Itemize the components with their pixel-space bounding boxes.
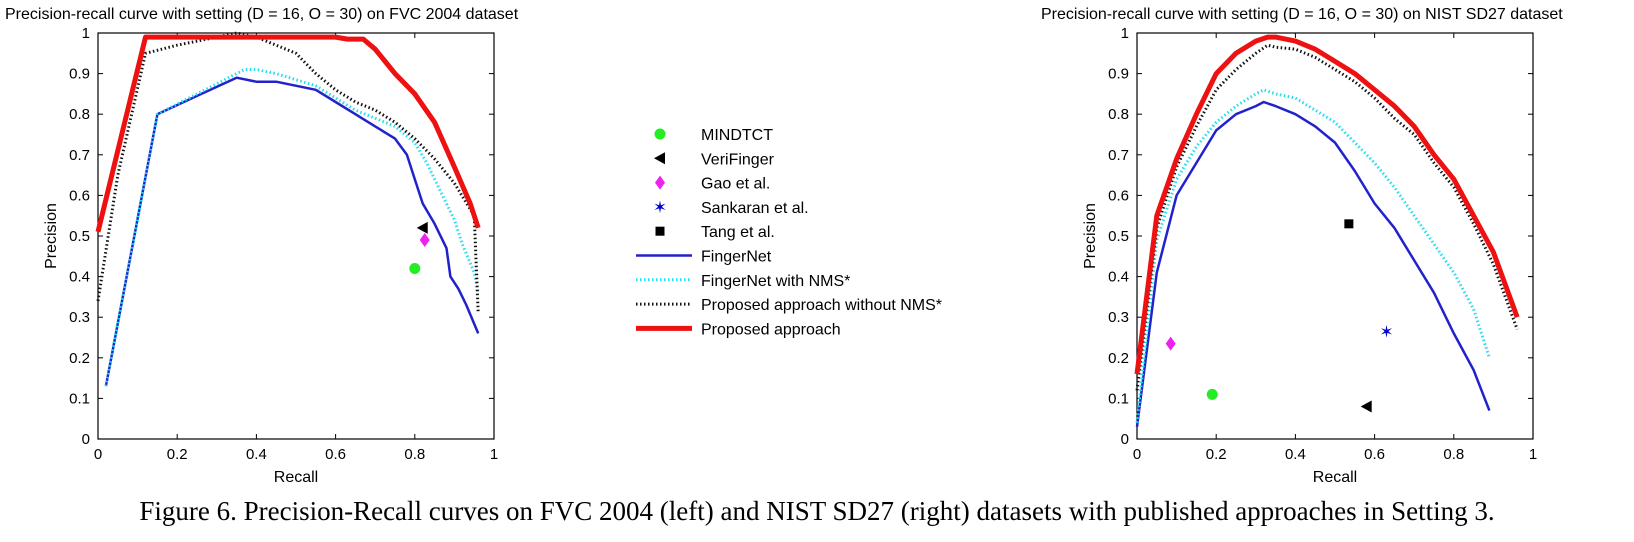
x-axis-label: Recall [274,469,318,486]
y-tick-label: 0.6 [69,187,90,204]
marker-verifinger [1360,400,1372,413]
x-ticks: 0 0.2 0.4 0.6 0.8 1 [1133,33,1537,463]
y-tick-label: 0.1 [69,390,90,407]
legend-item-proposed-approach-without-nms: Proposed approach without NMS* [636,297,942,314]
y-axis-label: Precision [43,203,60,269]
y-tick-label: 0.6 [1108,187,1129,204]
legend-label: FingerNet with NMS* [701,273,850,290]
legend-item-tang-et-al: Tang et al. [655,224,775,241]
y-ticks: 0 0.1 0.2 0.3 0.4 0.5 0.6 0.7 0.8 0.9 1 [69,25,494,448]
y-tick-label: 0.7 [69,147,90,164]
legend-label: Proposed approach [701,321,841,338]
y-tick-label: 1 [82,25,90,42]
x-tick-label: 0.8 [404,446,425,463]
y-ticks: 0 0.1 0.2 0.3 0.4 0.5 0.6 0.7 0.8 0.9 1 [1108,25,1533,448]
x-axis-label: Recall [1313,469,1357,486]
legend-item-verifinger: VeriFinger [654,151,775,168]
marker-layer [409,221,430,274]
legend-label: Proposed approach without NMS* [701,297,942,314]
y-tick-label: 0.5 [1108,228,1129,245]
y-tick-label: 0.8 [1108,106,1129,123]
figure-caption: Figure 6. Precision-Recall curves on FVC… [139,496,1495,526]
legend-marker-mindtct [654,128,666,140]
series-line-proposed-approach [1134,34,1520,375]
series-line-proposed-approach-without-nms [1135,43,1519,391]
y-tick-label: 0 [1121,431,1129,448]
x-tick-label: 0.6 [325,446,346,463]
chart-nist-sd27: Precision-recall curve with setting (D =… [1041,6,1563,486]
x-tick-label: 0.4 [1285,446,1306,463]
legend: MINDTCT VeriFinger Gao et al. ✶ Sankaran et … [636,127,942,338]
y-tick-label: 0.8 [69,106,90,123]
series-line-fingernet [104,76,480,387]
marker-gao-et-al [419,233,430,248]
x-tick-label: 0.2 [1206,446,1227,463]
marker-layer: ✶ [1165,219,1394,413]
legend-item-proposed-approach: Proposed approach [636,321,841,338]
y-tick-label: 1 [1121,25,1129,42]
series-line-fingernet-with-nms [104,68,480,387]
x-tick-label: 1 [1529,446,1537,463]
legend-label: MINDTCT [701,127,773,144]
legend-marker-sankaran-et-al: ✶ [653,198,667,217]
legend-item-fingernet: FingerNet [636,249,772,266]
marker-mindtct [1206,388,1218,400]
legend-label: VeriFinger [701,151,775,168]
y-tick-label: 0.3 [69,309,90,326]
series-line-fingernet [1135,100,1491,427]
x-tick-label: 0.8 [1443,446,1464,463]
plot-area [1136,32,1534,440]
y-tick-label: 0.9 [1108,66,1129,83]
chart-title: Precision-recall curve with setting (D =… [5,6,519,23]
legend-label: Gao et al. [701,176,770,193]
x-tick-label: 0 [94,446,102,463]
legend-label: Tang et al. [701,224,775,241]
y-tick-label: 0.2 [69,350,90,367]
x-ticks: 0 0.2 0.4 0.6 0.8 1 [94,33,498,463]
y-tick-label: 0.7 [1108,147,1129,164]
x-tick-label: 0.2 [167,446,188,463]
y-tick-label: 0.4 [69,269,90,286]
x-tick-label: 1 [490,446,498,463]
legend-marker-tang-et-al [655,226,665,236]
y-tick-label: 0.1 [1108,390,1129,407]
legend-item-gao-et-al: Gao et al. [655,175,770,193]
x-tick-label: 0 [1133,446,1141,463]
series-line-proposed-approach-without-nms [96,31,480,314]
plot-area [97,32,495,440]
y-tick-label: 0.5 [69,228,90,245]
legend-marker-verifinger [654,152,665,165]
y-tick-label: 0.2 [1108,350,1129,367]
marker-verifinger [416,221,428,234]
legend-label: Sankaran et al. [701,200,809,217]
marker-gao-et-al [1165,336,1176,351]
legend-marker-gao-et-al [655,175,665,190]
y-tick-label: 0.4 [1108,269,1129,286]
x-tick-label: 0.4 [246,446,267,463]
legend-item-mindtct: MINDTCT [654,127,773,144]
marker-tang-et-al [1344,219,1354,229]
marker-mindtct [409,262,421,274]
marker-sankaran-et-al: ✶ [1379,322,1393,341]
legend-item-sankaran-et-al: ✶ Sankaran et al. [653,198,809,217]
series-layer [1134,34,1520,427]
series-layer [95,31,481,387]
y-tick-label: 0 [82,431,90,448]
chart-fvc2004: Precision-recall curve with setting (D =… [5,6,519,486]
y-axis-label: Precision [1082,203,1099,269]
legend-label: FingerNet [701,249,772,266]
y-tick-label: 0.9 [69,66,90,83]
y-tick-label: 0.3 [1108,309,1129,326]
legend-item-fingernet-with-nms: FingerNet with NMS* [636,273,850,290]
x-tick-label: 0.6 [1364,446,1385,463]
chart-title: Precision-recall curve with setting (D =… [1041,6,1563,23]
series-line-proposed-approach [95,34,481,233]
